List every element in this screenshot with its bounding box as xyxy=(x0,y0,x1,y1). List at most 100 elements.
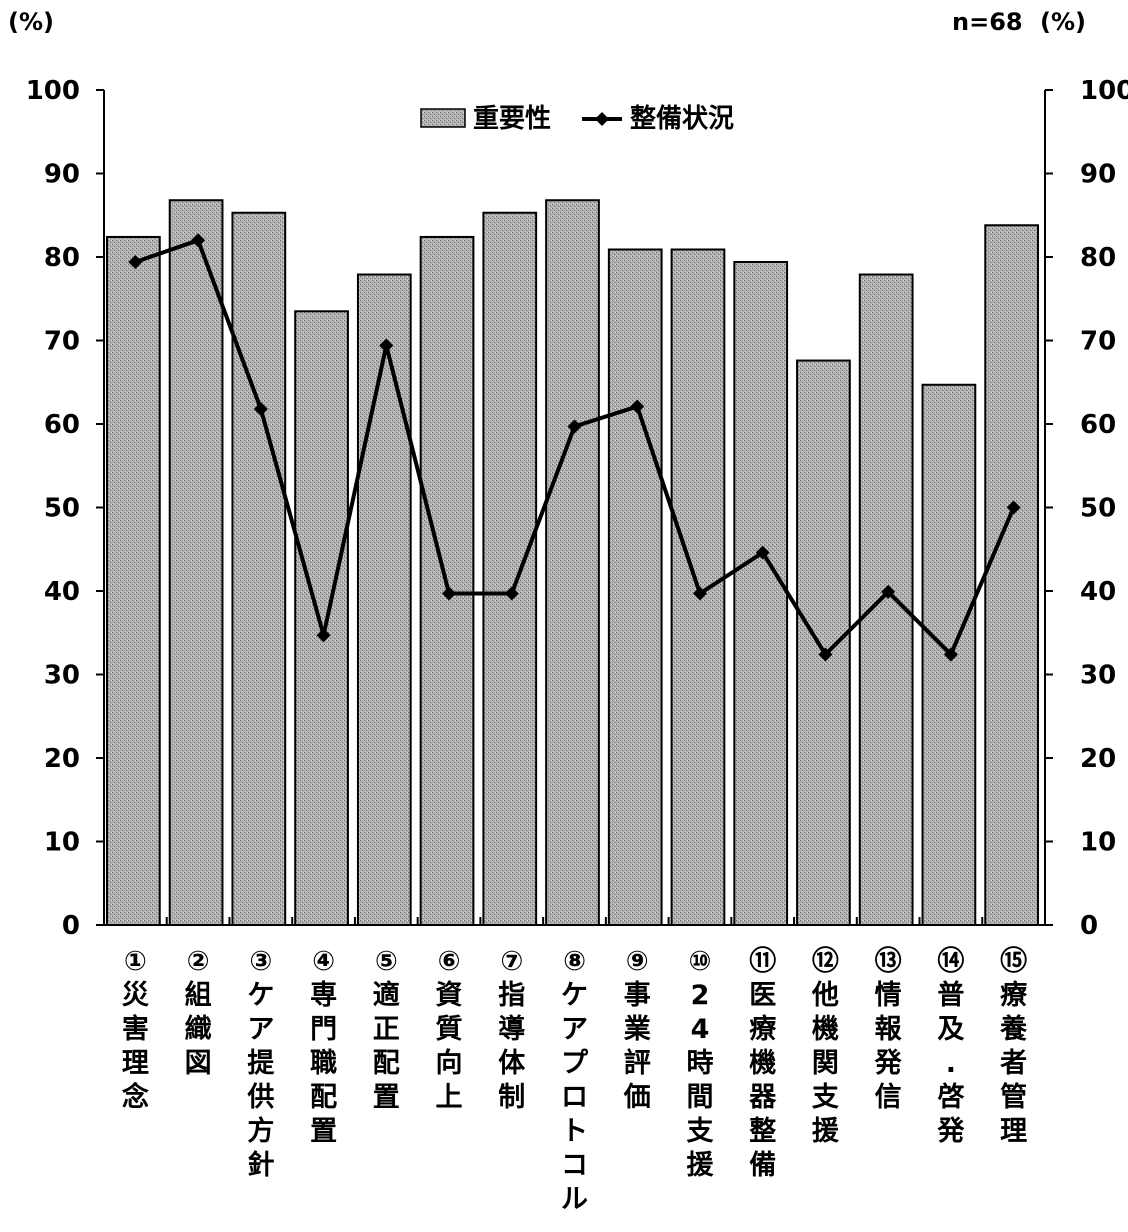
category-label-char: 療 xyxy=(749,1014,777,1045)
category-label-char: ロ xyxy=(561,1082,588,1113)
bar-3 xyxy=(231,211,287,926)
bar-8 xyxy=(545,199,600,927)
right-tick-label: 0 xyxy=(1080,911,1098,941)
category-label-char: 2 xyxy=(691,980,710,1011)
category-label-char: . xyxy=(946,1048,956,1079)
legend-bar-swatch xyxy=(420,108,466,128)
category-label-char: ル xyxy=(561,1184,588,1215)
category-label-char: ② xyxy=(187,946,210,977)
category-label-char: 関 xyxy=(812,1048,839,1079)
category-label-char: 事 xyxy=(624,980,651,1011)
category-label-char: 上 xyxy=(436,1082,463,1113)
status-point-15 xyxy=(1006,500,1021,515)
category-label-char: ⑮ xyxy=(1000,945,1027,977)
category-label-char: 発 xyxy=(874,1048,903,1079)
category-label-char: ③ xyxy=(249,946,272,977)
bar-7 xyxy=(482,211,538,926)
category-label-char: 導 xyxy=(498,1013,525,1045)
category-label-char: 者 xyxy=(1000,1048,1027,1079)
left-tick-label: 40 xyxy=(44,577,80,607)
bar-9 xyxy=(607,248,663,927)
left-axis-unit: (%) xyxy=(8,8,54,36)
category-label-char: 針 xyxy=(247,1149,274,1181)
category-label-char: ⑭ xyxy=(937,945,964,977)
category-label-char: 時 xyxy=(686,1048,713,1079)
category-label-char: 織 xyxy=(185,1014,212,1045)
category-label-char: 職 xyxy=(310,1048,337,1079)
status-point-1 xyxy=(128,255,143,270)
status-point-10 xyxy=(692,586,707,601)
category-label-char: コ xyxy=(561,1150,588,1181)
category-label-char: ⑤ xyxy=(375,946,398,977)
bar-4 xyxy=(294,310,349,926)
status-point-13 xyxy=(881,584,896,599)
category-label-char: 信 xyxy=(875,1082,902,1113)
category-labels: ①災害理念②組織図③ケア提供方針④専門職配置⑤適正配置⑥資質向上⑦指導体制⑧ケア… xyxy=(122,945,1028,1215)
bar-5 xyxy=(356,273,412,927)
category-label-char: ① xyxy=(124,946,147,977)
legend-line-marker xyxy=(595,112,609,126)
category-label-char: ⑪ xyxy=(749,945,776,977)
category-label-char: 機 xyxy=(812,1014,839,1045)
status-point-12 xyxy=(818,647,833,662)
category-label-char: 医 xyxy=(749,980,776,1011)
category-label-char: ト xyxy=(561,1116,588,1147)
category-label-char: ⑩ xyxy=(689,946,712,977)
category-label-char: 資 xyxy=(436,980,463,1011)
left-tick-label: 80 xyxy=(44,243,80,273)
category-label-char: 専 xyxy=(310,980,337,1011)
category-label-char: 価 xyxy=(623,1082,651,1113)
left-tick-label: 90 xyxy=(44,160,80,190)
right-tick-label: 60 xyxy=(1080,410,1116,440)
category-label-char: プ xyxy=(561,1048,589,1079)
right-tick-label: 80 xyxy=(1080,243,1116,273)
status-point-7 xyxy=(504,586,519,601)
bar-6 xyxy=(419,235,475,926)
category-label-char: 正 xyxy=(373,1014,400,1045)
right-tick-label: 100 xyxy=(1080,76,1128,106)
right-axis-unit: (%) xyxy=(1040,8,1086,36)
axes: 0 10 20 30 40 50 60 70 80 90 100 0 10 20 30 40 50 60 70 80 9… xyxy=(26,76,1128,941)
category-label-char: 置 xyxy=(310,1116,337,1147)
category-label-char: 質 xyxy=(436,1014,463,1045)
bar-1 xyxy=(106,235,161,926)
category-label-char: 害 xyxy=(122,1013,149,1045)
right-tick-label: 30 xyxy=(1080,661,1116,691)
bar-2 xyxy=(168,199,224,927)
category-label-char: 器 xyxy=(748,1082,777,1113)
category-label-char: ⑦ xyxy=(500,946,523,977)
status-point-3 xyxy=(253,401,268,416)
right-tick-label: 40 xyxy=(1080,577,1116,607)
category-label-char: ケ xyxy=(247,980,274,1011)
category-label-char: ⑬ xyxy=(875,945,902,977)
category-label-char: 備 xyxy=(749,1149,776,1181)
category-label-char: 組 xyxy=(185,979,212,1011)
category-label-char: 報 xyxy=(875,1014,903,1045)
right-tick-label: 90 xyxy=(1080,160,1116,190)
category-label-char: ⑥ xyxy=(438,946,461,977)
left-tick-label: 30 xyxy=(44,661,80,691)
category-label-char: 他 xyxy=(811,980,839,1011)
category-label-char: 配 xyxy=(373,1048,400,1079)
category-label-char: 間 xyxy=(686,1082,713,1113)
category-label-char: ⑫ xyxy=(812,945,839,977)
sample-size-note: n=68 xyxy=(952,8,1023,36)
right-tick-label: 20 xyxy=(1080,744,1116,774)
category-label-char: 置 xyxy=(373,1082,400,1113)
right-tick-label: 70 xyxy=(1080,327,1116,357)
status-point-5 xyxy=(379,338,394,353)
left-tick-label: 0 xyxy=(62,911,80,941)
right-tick-label: 50 xyxy=(1080,494,1116,524)
left-tick-label: 20 xyxy=(44,744,80,774)
legend-line-label: 整備状況 xyxy=(630,103,734,134)
category-label-char: 体 xyxy=(498,1048,526,1079)
category-label-char: 災 xyxy=(122,980,150,1011)
status-point-4 xyxy=(316,628,331,643)
